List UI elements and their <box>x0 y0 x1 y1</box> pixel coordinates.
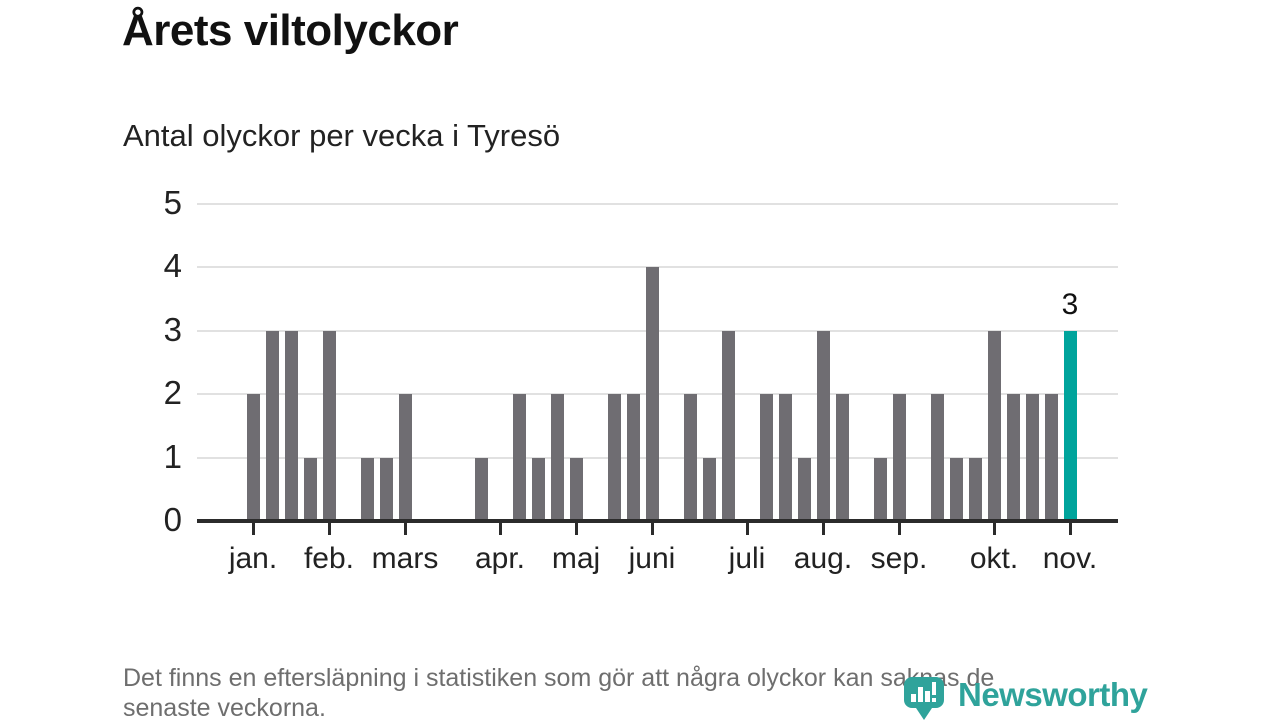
month-tick <box>251 523 255 535</box>
bar-week <box>949 457 963 521</box>
bar-week <box>626 394 640 521</box>
month-tick <box>574 523 578 535</box>
bar-week <box>512 394 526 521</box>
month-label: maj <box>551 542 601 575</box>
month-label: juni <box>628 542 676 575</box>
bar-week <box>265 330 279 521</box>
bar-week <box>721 330 735 521</box>
y-axis-tick-label: 3 <box>163 310 182 348</box>
footnote-line-1: Det finns en eftersläpning i statistiken… <box>123 664 995 692</box>
bar-week <box>322 330 336 521</box>
bar-highlighted-current-week <box>1063 330 1077 521</box>
month-label: sep. <box>870 542 928 575</box>
month-label: okt. <box>969 542 1019 575</box>
bar-week <box>702 457 716 521</box>
month-label: juli <box>728 542 766 575</box>
month-label: aug. <box>793 542 853 575</box>
bar-week <box>550 394 564 521</box>
footnote-line-2: senaste veckorna. <box>123 694 326 720</box>
bar-week <box>398 394 412 521</box>
month-tick <box>1068 523 1072 535</box>
y-axis-tick-label: 4 <box>163 247 182 285</box>
month-tick <box>650 523 654 535</box>
bar-week <box>968 457 982 521</box>
bar-week <box>284 330 298 521</box>
bar-week <box>474 457 488 521</box>
bar-week <box>607 394 621 521</box>
month-label: nov. <box>1042 542 1098 575</box>
y-axis-tick-label: 5 <box>163 184 182 221</box>
bar-week <box>1006 394 1020 521</box>
month-tick <box>403 523 407 535</box>
bar-week <box>360 457 374 521</box>
chart-subtitle: Antal olyckor per vecka i Tyresö <box>123 118 561 153</box>
bar-week <box>930 394 944 521</box>
bar-week <box>892 394 906 521</box>
month-tick <box>745 523 749 535</box>
bar-week <box>531 457 545 521</box>
newsworthy-logo: Newsworthy <box>903 676 1148 720</box>
bar-week <box>683 394 697 521</box>
y-gridline <box>197 203 1118 205</box>
bar-week <box>987 330 1001 521</box>
month-label: feb. <box>303 542 355 575</box>
y-axis-tick-label: 2 <box>163 374 182 412</box>
newsworthy-pin-barchart-icon <box>904 677 944 720</box>
month-tick <box>327 523 331 535</box>
bar-week <box>303 457 317 521</box>
bar-week <box>1044 394 1058 521</box>
bar-week <box>246 394 260 521</box>
bar-week <box>816 330 830 521</box>
bar-value-label: 3 <box>1061 288 1079 321</box>
month-label: jan. <box>228 542 278 575</box>
month-label: apr. <box>474 542 526 575</box>
bar-week <box>569 457 583 521</box>
newsworthy-logo-text: Newsworthy <box>958 676 1148 713</box>
month-tick <box>821 523 825 535</box>
bar-week <box>379 457 393 521</box>
y-axis-tick-label: 0 <box>163 501 182 538</box>
footnote: Det finns en eftersläpning i statistiken… <box>123 663 1183 720</box>
page-title: Årets viltolyckor <box>122 6 459 55</box>
y-axis-tick-label: 1 <box>163 437 182 475</box>
bar-week <box>797 457 811 521</box>
month-label: mars <box>371 542 439 575</box>
bar-week <box>835 394 849 521</box>
bar-week <box>759 394 773 521</box>
bar-week <box>778 394 792 521</box>
bar-week <box>645 267 659 521</box>
month-tick <box>897 523 901 535</box>
month-tick <box>992 523 996 535</box>
bar-week <box>1025 394 1039 521</box>
month-tick <box>498 523 502 535</box>
bar-week <box>873 457 887 521</box>
x-axis-line <box>197 519 1118 523</box>
